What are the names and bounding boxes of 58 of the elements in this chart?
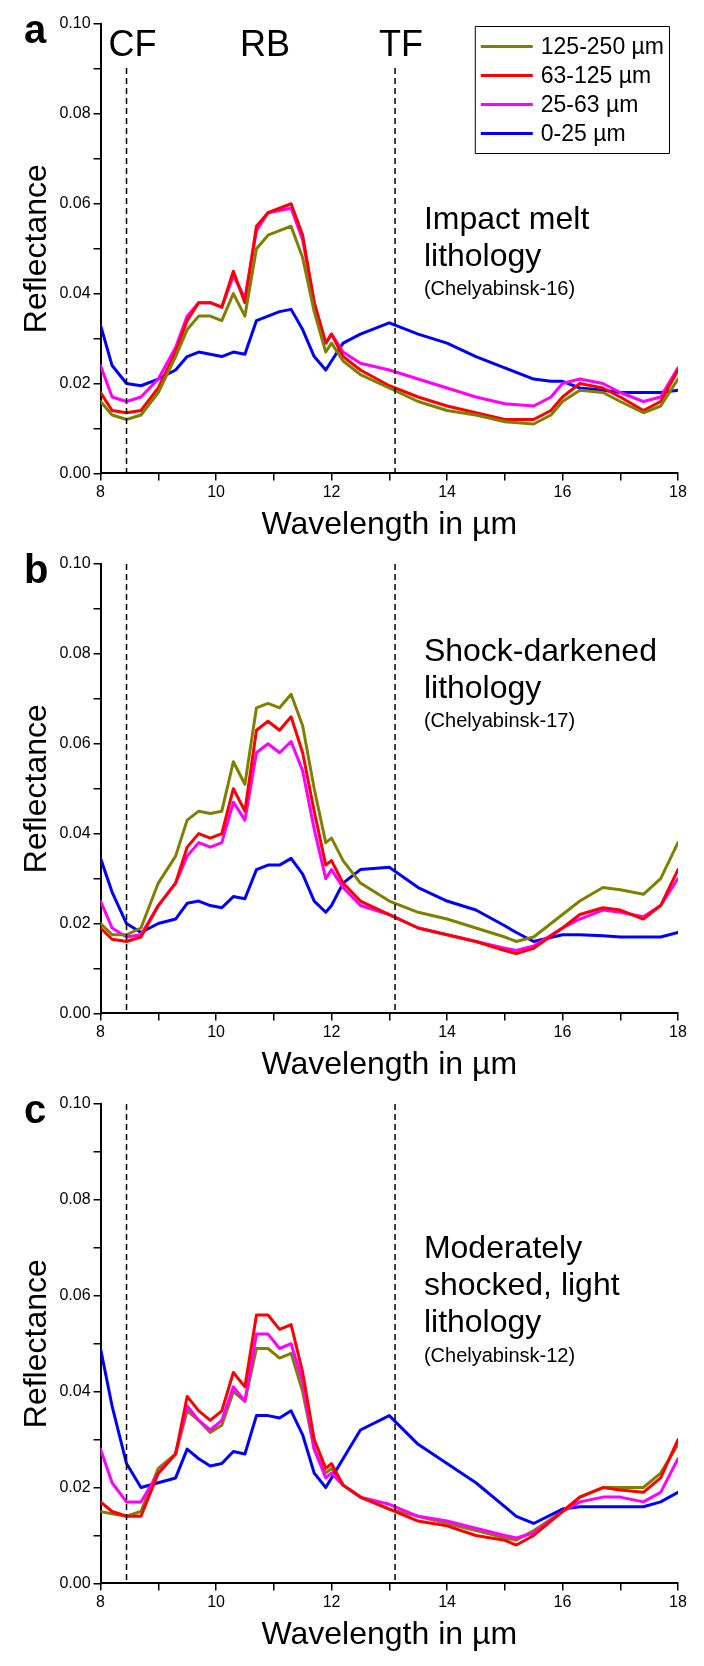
y-tick-label: 0.02	[59, 373, 91, 391]
y-tick-label: 0.06	[59, 734, 91, 752]
y-tick-label: 0.10	[59, 554, 91, 572]
legend-label: 63-125 µm	[540, 61, 652, 88]
y-axis-title: Reflectance	[17, 704, 54, 874]
y-tick-label: 0.08	[59, 644, 91, 662]
y-tick-label: 0.04	[59, 1382, 91, 1400]
annotation: Shock-darkened lithology	[423, 631, 657, 705]
x-tick-label: 10	[207, 1593, 226, 1611]
legend-label: 25-63 µm	[540, 90, 639, 117]
x-tick-label: 14	[438, 1023, 457, 1041]
x-tick-label: 18	[669, 1023, 687, 1041]
x-tick-label: 14	[438, 483, 457, 501]
y-axis-title: Reflectance	[17, 164, 54, 334]
y-tick-label: 0.08	[59, 104, 91, 122]
y-axis-title: Reflectance	[17, 1259, 54, 1429]
x-tick-label: 8	[96, 1023, 106, 1041]
x-tick-label: 14	[438, 1593, 457, 1611]
y-tick-label: 0.06	[59, 1286, 91, 1304]
y-tick-label: 0.08	[59, 1190, 91, 1208]
y-tick-label: 0.10	[59, 1094, 91, 1112]
x-tick-label: 10	[207, 483, 226, 501]
y-tick-label: 0.02	[59, 913, 91, 931]
x-tick-label: 12	[322, 483, 341, 501]
x-axis-title: Wavelength in µm	[261, 1044, 518, 1081]
x-tick-label: 8	[96, 483, 106, 501]
x-tick-label: 16	[553, 1593, 572, 1611]
legend-label: 0-25 µm	[540, 119, 626, 146]
x-tick-label: 18	[669, 483, 687, 501]
chart-title: b	[24, 547, 49, 592]
y-tick-label: 0.06	[59, 194, 91, 212]
annotation: (Chelyabinsk-12)	[423, 1343, 576, 1366]
x-tick-label: 8	[96, 1593, 106, 1611]
ref-line-label: CF	[108, 22, 157, 64]
annotation: RB	[240, 22, 291, 64]
x-tick-label: 12	[322, 1023, 341, 1041]
y-tick-label: 0.02	[59, 1477, 91, 1495]
y-tick-label: 0.00	[59, 1003, 91, 1021]
y-tick-label: 0.04	[59, 824, 91, 842]
chart-title: a	[24, 7, 47, 52]
x-tick-label: 18	[669, 1593, 687, 1611]
x-tick-label: 16	[553, 1023, 572, 1041]
x-axis-title: Wavelength in µm	[261, 1614, 518, 1651]
legend-label: 125-250 µm	[540, 32, 665, 59]
chart-title: c	[24, 1087, 47, 1132]
ref-line-label: TF	[379, 22, 424, 64]
annotation: (Chelyabinsk-16)	[423, 277, 576, 300]
x-tick-label: 10	[207, 1023, 226, 1041]
y-tick-label: 0.04	[59, 284, 91, 302]
y-tick-label: 0.00	[59, 1573, 91, 1591]
x-axis-title: Wavelength in µm	[261, 504, 518, 541]
annotation: Moderately shocked, light lithology	[423, 1229, 620, 1340]
annotation: Impact melt lithology	[423, 199, 590, 273]
x-tick-label: 12	[322, 1593, 341, 1611]
y-tick-label: 0.00	[59, 463, 91, 481]
annotation: (Chelyabinsk-17)	[423, 709, 576, 732]
y-tick-label: 0.10	[59, 14, 91, 32]
x-tick-label: 16	[553, 483, 572, 501]
